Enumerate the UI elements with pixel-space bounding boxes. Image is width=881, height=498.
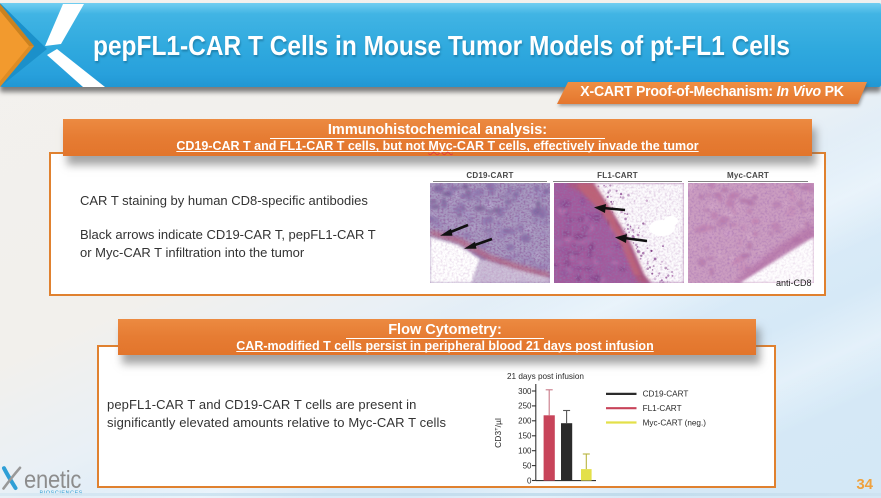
- svg-text:CD3+/µl: CD3+/µl: [495, 418, 503, 448]
- svg-text:300: 300: [518, 387, 532, 396]
- svg-text:50: 50: [523, 461, 532, 470]
- svg-text:FL1-CART: FL1-CART: [643, 404, 682, 413]
- svg-text:0: 0: [527, 476, 532, 485]
- svg-text:Myc-CART (neg.): Myc-CART (neg.): [643, 418, 707, 427]
- svg-text:150: 150: [518, 432, 532, 441]
- svg-text:CD19-CART: CD19-CART: [643, 390, 689, 399]
- svg-text:250: 250: [518, 402, 532, 411]
- svg-text:200: 200: [518, 417, 532, 426]
- svg-text:100: 100: [518, 447, 532, 456]
- svg-text:enetic: enetic: [24, 466, 82, 494]
- svg-text:21 days post infusion: 21 days post infusion: [507, 372, 584, 381]
